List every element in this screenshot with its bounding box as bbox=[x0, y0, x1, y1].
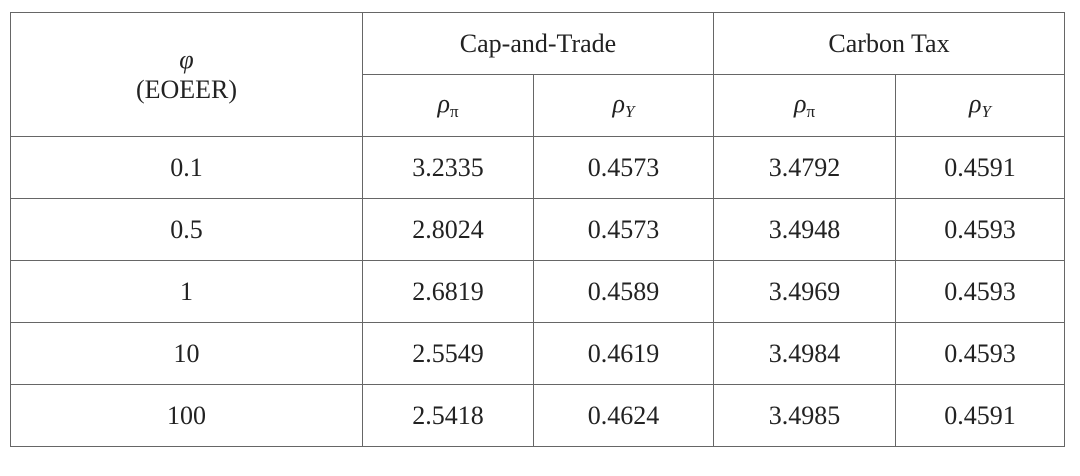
rho-symbol: ρ bbox=[437, 89, 450, 118]
cell-value: 0.4593 bbox=[895, 322, 1066, 385]
rho-symbol: ρ bbox=[612, 89, 626, 118]
data-row: 100 2.5418 0.4624 3.4985 0.4591 bbox=[10, 384, 1066, 447]
phi-value: 0.1 bbox=[10, 136, 363, 199]
cell-value: 0.4593 bbox=[895, 260, 1066, 323]
group-header: Carbon Tax bbox=[713, 12, 1066, 75]
results-table: φ (EOEER) Cap-and-Trade Carbon Tax ρπ ρY ρ… bbox=[10, 12, 1066, 447]
data-row: 1 2.6819 0.4589 3.4969 0.4593 bbox=[10, 260, 1066, 323]
subheader: ρY bbox=[895, 74, 1066, 137]
phi-value: 10 bbox=[10, 322, 363, 385]
cell-value: 2.6819 bbox=[362, 260, 534, 323]
phi-header: φ (EOEER) bbox=[10, 12, 363, 137]
cell-value: 3.4948 bbox=[713, 198, 897, 261]
subheader: ρY bbox=[532, 74, 715, 137]
cell-value: 3.4984 bbox=[713, 322, 897, 385]
phi-label: (EOEER) bbox=[135, 74, 238, 104]
cell-value: 2.5549 bbox=[362, 322, 534, 385]
cell-value: 0.4593 bbox=[895, 198, 1066, 261]
cell-value: 2.5418 bbox=[362, 384, 534, 447]
cell-value: 3.2335 bbox=[362, 136, 534, 199]
phi-value: 100 bbox=[10, 384, 363, 447]
phi-symbol: φ bbox=[179, 44, 194, 74]
data-row: 0.5 2.8024 0.4573 3.4948 0.4593 bbox=[10, 198, 1066, 261]
subheader: ρπ bbox=[713, 74, 897, 137]
rho-subscript: π bbox=[806, 102, 816, 121]
table-body: 0.1 3.2335 0.4573 3.4792 0.4591 0.5 2.8024 0.45… bbox=[10, 136, 1066, 447]
phi-value: 0.5 bbox=[10, 198, 363, 261]
group-header: Cap-and-Trade bbox=[361, 12, 715, 75]
subheader-row: ρπ ρY ρπ ρY bbox=[11, 74, 1066, 137]
cell-value: 2.8024 bbox=[362, 198, 534, 261]
cell-value: 0.4591 bbox=[895, 136, 1066, 199]
cell-value: 3.4969 bbox=[713, 260, 897, 323]
cell-value: 0.4619 bbox=[532, 322, 715, 385]
cell-value: 0.4573 bbox=[532, 198, 715, 261]
rho-subscript: Y bbox=[625, 102, 635, 121]
cell-value: 0.4624 bbox=[532, 384, 715, 447]
data-row: 10 2.5549 0.4619 3.4984 0.4593 bbox=[10, 322, 1066, 385]
cell-value: 0.4591 bbox=[895, 384, 1066, 447]
rho-symbol: ρ bbox=[793, 89, 807, 118]
cell-value: 3.4985 bbox=[713, 384, 897, 447]
rho-subscript: Y bbox=[981, 102, 991, 121]
header-row: φ (EOEER) Cap-and-Trade Carbon Tax bbox=[10, 12, 1066, 137]
table-header: φ (EOEER) Cap-and-Trade Carbon Tax ρπ ρY ρ… bbox=[10, 12, 1066, 137]
subheader: ρπ bbox=[362, 74, 534, 137]
rho-symbol: ρ bbox=[969, 89, 982, 118]
cell-value: 3.4792 bbox=[713, 136, 897, 199]
data-row: 0.1 3.2335 0.4573 3.4792 0.4591 bbox=[10, 136, 1066, 199]
rho-subscript: π bbox=[449, 102, 459, 121]
cell-value: 0.4573 bbox=[532, 136, 715, 199]
cell-value: 0.4589 bbox=[532, 260, 715, 323]
phi-value: 1 bbox=[10, 260, 363, 323]
